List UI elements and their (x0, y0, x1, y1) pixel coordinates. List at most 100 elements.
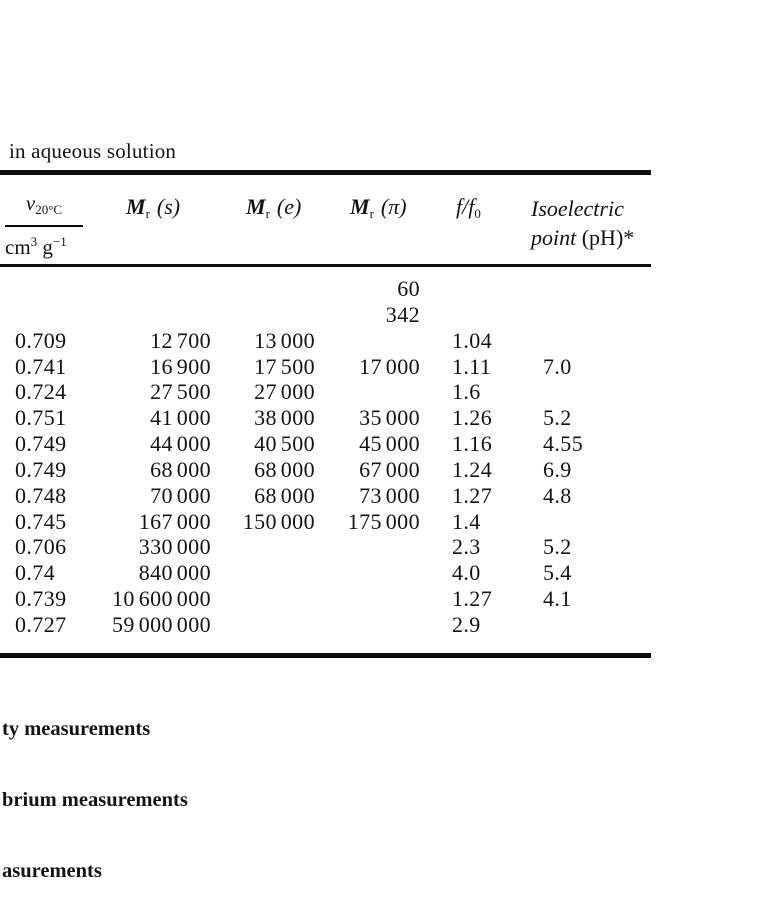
v-subscript: 20°C (35, 202, 63, 217)
table-caption-fragment: in aqueous solution (9, 139, 177, 163)
column-header-mr-pi: Mr (π) (350, 194, 407, 222)
cell-mr-e: 13 000 (254, 327, 315, 353)
table-row: 0.751 41 000 38 000 35 000 1.26 5.2 (0, 405, 759, 431)
mr-pi-argument: (π) (380, 194, 407, 219)
cell-mr-e: 150 000 (242, 508, 315, 534)
cell-mr-s: 59 000 000 (112, 611, 211, 637)
cell-mr-e: 17 500 (254, 353, 315, 379)
mr-subscript: r (145, 206, 150, 221)
cell-mr-s: 16 900 (150, 353, 211, 379)
footnote-line-1: ty measurements (2, 718, 151, 741)
table-row: 0.749 68 000 68 000 67 000 1.24 6.9 (0, 457, 759, 483)
cell-frictional-ratio: 1.6 (452, 379, 481, 405)
cell-frictional-ratio: 1.04 (452, 327, 493, 353)
mr-symbol: M (350, 194, 370, 219)
v-symbol: v (25, 191, 36, 215)
cell-specific-volume: 0.739 (15, 586, 67, 612)
cell-mr-s: 167 000 (138, 508, 211, 534)
table-row: 0.745 167 000 150 000 175 000 1.4 (0, 509, 759, 535)
cell-frictional-ratio: 1.26 (452, 405, 493, 431)
cell-mr-s: 41 000 (150, 405, 211, 431)
mr-symbol: M (246, 194, 266, 219)
table-row: 0.749 44 000 40 500 45 000 1.16 4.55 (0, 431, 759, 457)
unit-g-exponent: −1 (52, 234, 67, 249)
ff-subscript: 0 (474, 206, 481, 221)
cell-isoelectric-point: 4.8 (543, 482, 572, 508)
cell-mr-pi: 60 (397, 276, 420, 301)
table-row: 0.709 12 700 13 000 1.04 (0, 328, 759, 354)
cell-specific-volume: 0.749 (15, 431, 67, 457)
table-header-rule (0, 264, 651, 267)
mr-symbol: M (126, 194, 146, 219)
cell-mr-pi: 67 000 (359, 456, 420, 482)
cell-mr-pi: 35 000 (359, 405, 420, 431)
specific-volume-unit: cm3 g−1 (5, 229, 83, 260)
cell-frictional-ratio: 4.0 (452, 560, 481, 586)
cell-specific-volume: 0.751 (15, 405, 67, 431)
isoelectric-line1: Isoelectric (531, 196, 624, 221)
isoelectric-line2-word: point (531, 225, 577, 250)
cell-frictional-ratio: 1.27 (452, 586, 493, 612)
cell-specific-volume: 0.749 (15, 456, 67, 482)
ff-symbol: f/f (456, 194, 475, 219)
table-row: 60 (0, 276, 759, 302)
cell-mr-s: 70 000 (150, 482, 211, 508)
mr-s-argument: (s) (156, 194, 181, 219)
cell-mr-pi: 73 000 (359, 482, 420, 508)
footnote-line-3: asurements (2, 859, 102, 882)
footnotes: ty measurements brium measurements asure… (2, 671, 301, 900)
cell-mr-s: 330 000 (138, 534, 211, 560)
cell-specific-volume: 0.745 (15, 508, 67, 534)
column-header-isoelectric-point: Isoelectric point (pH)* (531, 194, 634, 252)
cell-isoelectric-point: 7.0 (543, 353, 572, 379)
table-row: 0.724 27 500 27 000 1.6 (0, 379, 759, 405)
table-row: 0.739 10 600 000 1.27 4.1 (0, 586, 759, 612)
cell-mr-s: 10 600 000 (112, 586, 211, 612)
table-row: 0.741 16 900 17 500 17 000 1.11 7.0 (0, 354, 759, 380)
cell-specific-volume: 0.748 (15, 482, 67, 508)
cell-mr-pi: 17 000 (359, 353, 420, 379)
cell-isoelectric-point: 4.55 (543, 431, 584, 457)
cell-mr-pi: 175 000 (347, 508, 420, 534)
specific-volume-numerator: v20°C (5, 190, 83, 223)
cell-frictional-ratio: 2.3 (452, 534, 481, 560)
column-header-frictional-ratio: f/f0 (456, 194, 481, 222)
table-row: 0.748 70 000 68 000 73 000 1.27 4.8 (0, 483, 759, 509)
table-row: 0.727 59 000 000 2.9 (0, 612, 759, 638)
column-header-mr-s: Mr (s) (126, 194, 180, 222)
cell-frictional-ratio: 1.27 (452, 482, 493, 508)
cell-isoelectric-point: 5.4 (543, 560, 572, 586)
cell-frictional-ratio: 1.16 (452, 431, 493, 457)
cell-specific-volume: 0.74 (15, 560, 56, 586)
isoelectric-line2-unit: (pH)* (576, 225, 635, 250)
cell-mr-e: 40 500 (254, 431, 315, 457)
cell-mr-pi: 45 000 (359, 431, 420, 457)
cell-specific-volume: 0.706 (15, 534, 67, 560)
table-row: 342 (0, 302, 759, 328)
cell-mr-pi: 342 (385, 301, 420, 327)
column-header-mr-e: Mr (e) (246, 194, 301, 222)
cell-mr-s: 44 000 (150, 431, 211, 457)
mr-subscript: r (369, 206, 374, 221)
cell-frictional-ratio: 2.9 (452, 611, 481, 637)
cell-specific-volume: 0.727 (15, 611, 67, 637)
table-bottom-rule (0, 653, 651, 658)
cell-specific-volume: 0.709 (15, 327, 67, 353)
cell-specific-volume: 0.741 (15, 353, 67, 379)
cell-mr-e: 27 000 (254, 379, 315, 405)
cell-isoelectric-point: 6.9 (543, 456, 572, 482)
cell-frictional-ratio: 1.11 (452, 353, 492, 379)
mr-e-argument: (e) (276, 194, 302, 219)
cell-mr-s: 840 000 (138, 560, 211, 586)
table-body: 60 342 0.709 12 700 13 000 1.04 0.741 16… (0, 276, 759, 638)
footnote-line-2: brium measurements (2, 788, 188, 811)
mr-subscript: r (265, 206, 270, 221)
table-row: 0.706 330 000 2.3 5.2 (0, 534, 759, 560)
cell-isoelectric-point: 5.2 (543, 405, 572, 431)
fraction-bar (5, 225, 83, 227)
table-top-rule (0, 170, 651, 175)
cell-isoelectric-point: 4.1 (543, 586, 572, 612)
table-row: 0.74 840 000 4.0 5.4 (0, 560, 759, 586)
cell-mr-s: 68 000 (150, 456, 211, 482)
